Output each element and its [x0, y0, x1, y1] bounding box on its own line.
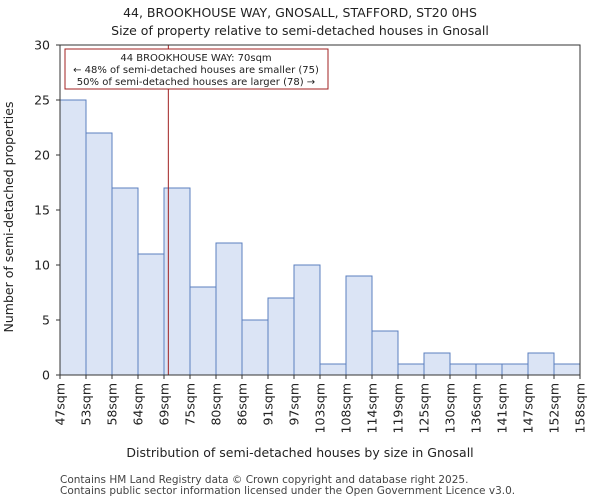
bar-147sqm [527, 352, 555, 376]
x-tick-label: 69sqm [157, 383, 172, 426]
y-axis: 0 5 10 15 20 25 30 [34, 38, 60, 383]
x-tick-label: 152sqm [547, 383, 562, 433]
y-tick-label: 25 [34, 93, 50, 108]
bar-97sqm [293, 264, 321, 376]
x-tick-label: 53sqm [79, 383, 94, 426]
annotation-line-1: 44 BROOKHOUSE WAY: 70sqm [120, 53, 271, 64]
x-tick-label: 80sqm [209, 383, 224, 426]
bar-108sqm [345, 275, 373, 376]
x-axis-label: Distribution of semi-detached houses by … [126, 445, 473, 460]
x-tick-label: 114sqm [365, 383, 380, 433]
bar-125sqm [423, 352, 451, 376]
bar-152sqm [553, 363, 581, 376]
footer-line-2: Contains public sector information licen… [60, 485, 515, 497]
bar-130sqm [449, 363, 477, 376]
bar-58sqm [111, 187, 139, 376]
x-tick-label: 103sqm [313, 383, 328, 433]
x-tick-label: 130sqm [443, 383, 458, 433]
x-tick-label: 75sqm [183, 383, 198, 426]
bar-80sqm [215, 242, 243, 376]
x-tick-label: 108sqm [339, 383, 354, 433]
x-tick-label: 125sqm [417, 383, 432, 433]
x-tick-label: 147sqm [521, 383, 536, 433]
x-tick-label: 86sqm [235, 383, 250, 426]
x-tick-label: 136sqm [469, 383, 484, 433]
bar-64sqm [137, 253, 165, 376]
bar-47sqm [59, 99, 87, 376]
bar-75sqm [189, 286, 217, 376]
x-tick-label: 158sqm [573, 383, 588, 433]
chart-subtitle: Size of property relative to semi-detach… [111, 23, 489, 38]
annotation-frame [64, 48, 329, 90]
x-tick-label: 141sqm [495, 383, 510, 433]
x-tick-label: 91sqm [261, 383, 276, 426]
x-tick-label: 97sqm [287, 383, 302, 426]
annotation-box: 44 BROOKHOUSE WAY: 70sqm ← 48% of semi-d… [64, 48, 329, 90]
x-tick-label: 64sqm [131, 383, 146, 426]
x-axis: 47sqm 53sqm 58sqm 64sqm 69sqm 75sqm 80sqm 86sqm… [53, 375, 588, 433]
bar-53sqm [85, 132, 113, 376]
bar-103sqm [319, 363, 347, 376]
y-axis-label: Number of semi-detached properties [1, 102, 16, 333]
annotation-line-2: ← 48% of semi-detached houses are smalle… [73, 65, 319, 76]
bar-136sqm [475, 363, 503, 376]
x-tick-label: 47sqm [53, 383, 68, 426]
annotation-line-3: 50% of semi-detached houses are larger (… [77, 77, 315, 88]
y-tick-label: 30 [34, 38, 50, 53]
bar-141sqm [501, 363, 529, 376]
y-tick-label: 20 [34, 148, 50, 163]
footer-line-1: Contains HM Land Registry data © Crown c… [60, 474, 468, 486]
bar-114sqm [371, 330, 399, 376]
y-tick-label: 10 [34, 258, 50, 273]
bar-119sqm [397, 363, 425, 376]
x-tick-label: 119sqm [391, 383, 406, 433]
y-tick-label: 15 [34, 203, 50, 218]
bar-86sqm [241, 319, 269, 376]
y-tick-label: 0 [42, 368, 50, 383]
x-tick-label: 58sqm [105, 383, 120, 426]
chart-title: 44, BROOKHOUSE WAY, GNOSALL, STAFFORD, S… [123, 5, 477, 20]
bar-91sqm [267, 297, 295, 376]
bars-layer [59, 99, 581, 376]
y-tick-label: 5 [42, 313, 50, 328]
